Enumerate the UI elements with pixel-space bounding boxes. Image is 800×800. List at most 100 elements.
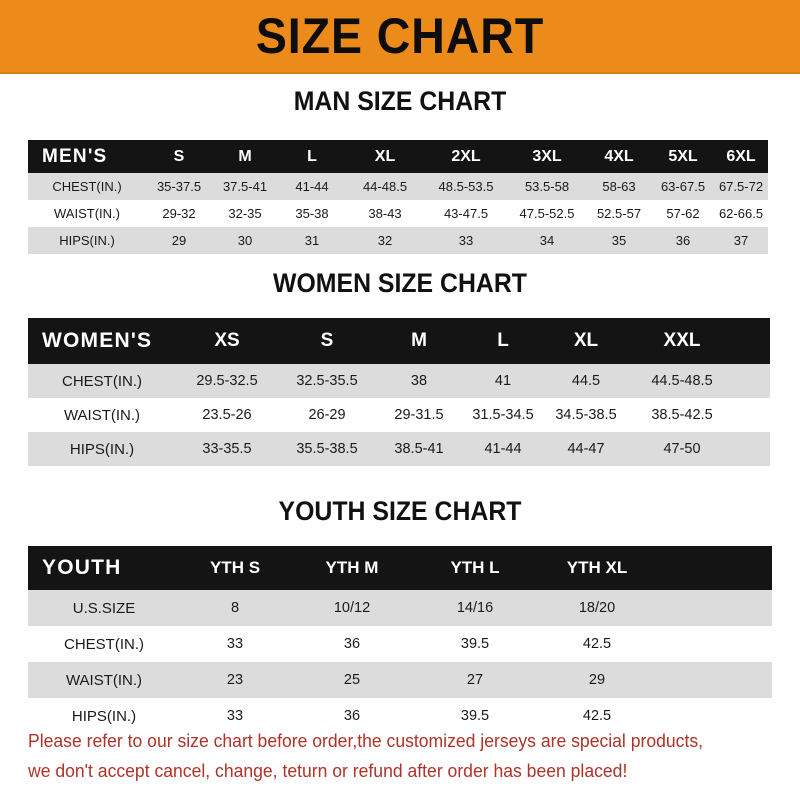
womens-r2c4: 44-47 bbox=[544, 432, 628, 466]
table-row: WAIST(IN.) 23 25 27 29 bbox=[28, 662, 772, 698]
mens-r2c4: 33 bbox=[424, 227, 508, 254]
footer-line-1: Please refer to our size chart before or… bbox=[28, 730, 704, 751]
mens-r0c6: 58-63 bbox=[586, 173, 652, 200]
table-row: U.S.SIZE 8 10/12 14/16 18/20 bbox=[28, 590, 772, 626]
womens-r2c3: 41-44 bbox=[462, 432, 544, 466]
womens-col-pad bbox=[736, 318, 770, 364]
womens-r0c3: 41 bbox=[462, 364, 544, 398]
mens-col-4: 2XL bbox=[424, 140, 508, 173]
youth-row-1-label: CHEST(IN.) bbox=[28, 626, 180, 662]
youth-r2c0: 23 bbox=[180, 662, 290, 698]
youth-header-row: YOUTH YTH S YTH M YTH L YTH XL bbox=[28, 546, 772, 590]
youth-row-2-label: WAIST(IN.) bbox=[28, 662, 180, 698]
page-banner: SIZE CHART bbox=[0, 0, 800, 74]
youth-r2c1: 25 bbox=[290, 662, 414, 698]
womens-col-4: XL bbox=[544, 318, 628, 364]
mens-row-0-label: CHEST(IN.) bbox=[28, 173, 146, 200]
womens-row-0-label: CHEST(IN.) bbox=[28, 364, 176, 398]
womens-r1c5: 38.5-42.5 bbox=[628, 398, 736, 432]
mens-row-1-label: WAIST(IN.) bbox=[28, 200, 146, 227]
mens-r0c1: 37.5-41 bbox=[212, 173, 278, 200]
womens-r1c1: 26-29 bbox=[278, 398, 376, 432]
womens-r2c5: 47-50 bbox=[628, 432, 736, 466]
womens-col-1: S bbox=[278, 318, 376, 364]
youth-size-table: YOUTH YTH S YTH M YTH L YTH XL U.S.SIZE … bbox=[28, 546, 772, 734]
mens-r0c3: 44-48.5 bbox=[346, 173, 424, 200]
youth-row-3-label: HIPS(IN.) bbox=[28, 698, 180, 734]
mens-r1c5: 47.5-52.5 bbox=[508, 200, 586, 227]
youth-r3pad bbox=[658, 698, 772, 734]
womens-r0c5: 44.5-48.5 bbox=[628, 364, 736, 398]
youth-r3c2: 39.5 bbox=[414, 698, 536, 734]
youth-col-1: YTH M bbox=[290, 546, 414, 590]
table-row: CHEST(IN.) 29.5-32.5 32.5-35.5 38 41 44.… bbox=[28, 364, 770, 398]
womens-r1c3: 31.5-34.5 bbox=[462, 398, 544, 432]
womens-col-5: XXL bbox=[628, 318, 736, 364]
womens-row-2-label: HIPS(IN.) bbox=[28, 432, 176, 466]
youth-r3c3: 42.5 bbox=[536, 698, 658, 734]
youth-r0c0: 8 bbox=[180, 590, 290, 626]
womens-size-table: WOMEN'S XS S M L XL XXL CHEST(IN.) 29.5-… bbox=[28, 318, 770, 466]
youth-r2c2: 27 bbox=[414, 662, 536, 698]
youth-r0c3: 18/20 bbox=[536, 590, 658, 626]
mens-col-3: XL bbox=[346, 140, 424, 173]
mens-r1c7: 57-62 bbox=[652, 200, 714, 227]
footer-disclaimer: Please refer to our size chart before or… bbox=[28, 726, 742, 786]
youth-r2pad bbox=[658, 662, 772, 698]
womens-r2pad bbox=[736, 432, 770, 466]
women-section-title: WOMEN SIZE CHART bbox=[273, 268, 527, 298]
mens-col-0: S bbox=[146, 140, 212, 173]
womens-col-0: XS bbox=[176, 318, 278, 364]
mens-col-8: 6XL bbox=[714, 140, 768, 173]
mens-r1c3: 38-43 bbox=[346, 200, 424, 227]
mens-header-row: MEN'S S M L XL 2XL 3XL 4XL 5XL 6XL bbox=[28, 140, 768, 173]
youth-r0pad bbox=[658, 590, 772, 626]
womens-r1c4: 34.5-38.5 bbox=[544, 398, 628, 432]
youth-r1c2: 39.5 bbox=[414, 626, 536, 662]
womens-r1c2: 29-31.5 bbox=[376, 398, 462, 432]
womens-header-row: WOMEN'S XS S M L XL XXL bbox=[28, 318, 770, 364]
womens-r2c2: 38.5-41 bbox=[376, 432, 462, 466]
youth-r2c3: 29 bbox=[536, 662, 658, 698]
youth-r0c1: 10/12 bbox=[290, 590, 414, 626]
womens-r0c0: 29.5-32.5 bbox=[176, 364, 278, 398]
womens-r1c0: 23.5-26 bbox=[176, 398, 278, 432]
womens-r0c4: 44.5 bbox=[544, 364, 628, 398]
mens-r0c7: 63-67.5 bbox=[652, 173, 714, 200]
mens-r1c2: 35-38 bbox=[278, 200, 346, 227]
mens-r2c2: 31 bbox=[278, 227, 346, 254]
mens-col-2: L bbox=[278, 140, 346, 173]
youth-r1pad bbox=[658, 626, 772, 662]
womens-col-2: M bbox=[376, 318, 462, 364]
womens-r2c1: 35.5-38.5 bbox=[278, 432, 376, 466]
mens-r2c7: 36 bbox=[652, 227, 714, 254]
page-title: SIZE CHART bbox=[255, 8, 545, 64]
youth-col-3: YTH XL bbox=[536, 546, 658, 590]
mens-r0c2: 41-44 bbox=[278, 173, 346, 200]
mens-r1c1: 32-35 bbox=[212, 200, 278, 227]
footer-line-2: we don't accept cancel, change, teturn o… bbox=[28, 760, 628, 781]
mens-r2c8: 37 bbox=[714, 227, 768, 254]
mens-col-6: 4XL bbox=[586, 140, 652, 173]
mens-r1c6: 52.5-57 bbox=[586, 200, 652, 227]
mens-row-2-label: HIPS(IN.) bbox=[28, 227, 146, 254]
womens-r0c2: 38 bbox=[376, 364, 462, 398]
mens-col-5: 3XL bbox=[508, 140, 586, 173]
mens-size-table: MEN'S S M L XL 2XL 3XL 4XL 5XL 6XL CHEST… bbox=[28, 140, 768, 254]
mens-r2c1: 30 bbox=[212, 227, 278, 254]
mens-header-label: MEN'S bbox=[28, 140, 146, 173]
womens-r1pad bbox=[736, 398, 770, 432]
table-row: HIPS(IN.) 33-35.5 35.5-38.5 38.5-41 41-4… bbox=[28, 432, 770, 466]
youth-col-2: YTH L bbox=[414, 546, 536, 590]
youth-row-0-label: U.S.SIZE bbox=[28, 590, 180, 626]
mens-r1c4: 43-47.5 bbox=[424, 200, 508, 227]
table-row: CHEST(IN.) 35-37.5 37.5-41 41-44 44-48.5… bbox=[28, 173, 768, 200]
table-row: CHEST(IN.) 33 36 39.5 42.5 bbox=[28, 626, 772, 662]
mens-r1c0: 29-32 bbox=[146, 200, 212, 227]
table-row: HIPS(IN.) 33 36 39.5 42.5 bbox=[28, 698, 772, 734]
womens-row-1-label: WAIST(IN.) bbox=[28, 398, 176, 432]
womens-r0c1: 32.5-35.5 bbox=[278, 364, 376, 398]
mens-col-7: 5XL bbox=[652, 140, 714, 173]
womens-col-3: L bbox=[462, 318, 544, 364]
